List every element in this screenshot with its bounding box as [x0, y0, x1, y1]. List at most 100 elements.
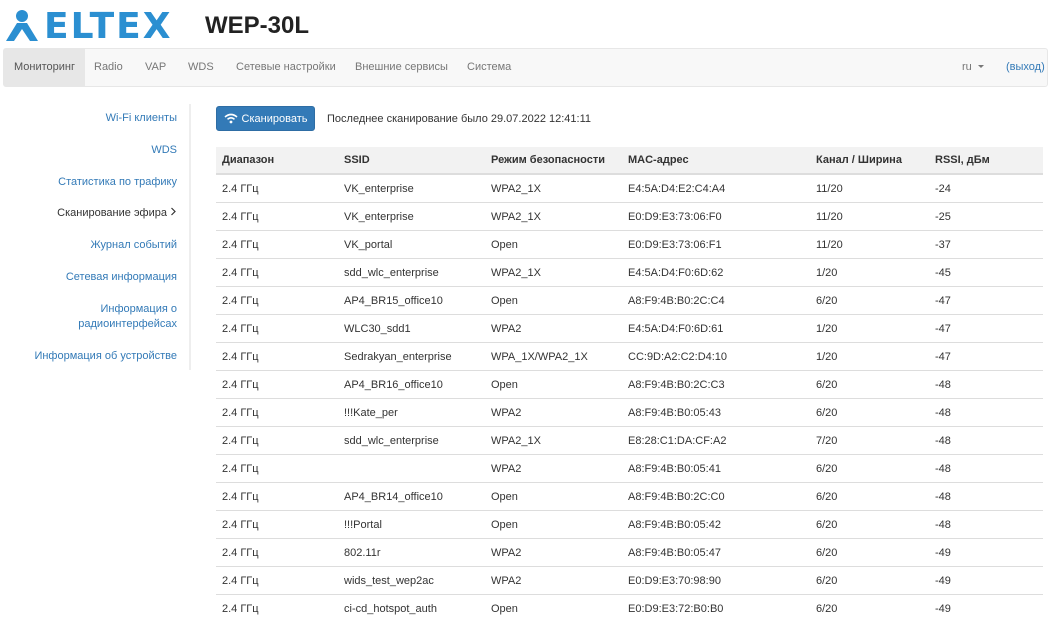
sidebar-item[interactable]: Информация о радиоинтерфейсах	[57, 302, 177, 332]
sidebar-item[interactable]: WDS	[7, 143, 177, 158]
language-label: ru	[962, 61, 972, 73]
table-cell: VK_enterprise	[338, 173, 485, 203]
table-cell: 2.4 ГГц	[216, 566, 338, 595]
table-cell: 6/20	[810, 538, 929, 567]
sidebar-item[interactable]: Сетевая информация	[7, 270, 177, 285]
table-cell: A8:F9:4B:B0:05:41	[622, 454, 810, 483]
sidebar-item[interactable]: Информация об устройстве	[7, 349, 177, 364]
table-cell: VK_portal	[338, 230, 485, 259]
sidebar-item[interactable]: Журнал событий	[7, 238, 177, 253]
table-cell: WPA2	[485, 314, 622, 343]
table-row: 2.4 ГГц !!!Portal Open A8:F9:4B:B0:05:42 6/2…	[216, 510, 1043, 539]
table-cell: sdd_wlc_enterprise	[338, 426, 485, 455]
sidebar-item[interactable]: Статистика по трафику	[7, 175, 177, 190]
wifi-icon	[224, 113, 238, 124]
table-cell: E0:D9:E3:73:06:F0	[622, 202, 810, 231]
table-cell: 11/20	[810, 173, 929, 203]
table-cell: WPA2	[485, 566, 622, 595]
table-cell: 2.4 ГГц	[216, 594, 338, 622]
scan-button[interactable]: Сканировать	[216, 106, 315, 131]
table-cell: 6/20	[810, 594, 929, 622]
navbar: Мониторинг Radio VAP WDS Сетевые настройки Вн…	[3, 48, 1048, 87]
nav-item[interactable]: Внешние сервисы	[355, 61, 448, 73]
table-cell: -25	[929, 202, 1043, 231]
column-header: Режим безопасности	[485, 147, 622, 175]
table-cell: 1/20	[810, 314, 929, 343]
table-cell: 6/20	[810, 286, 929, 315]
table-cell: E0:D9:E3:70:98:90	[622, 566, 810, 595]
language-menu[interactable]: ru	[952, 49, 996, 86]
table-cell: 1/20	[810, 342, 929, 371]
table-cell: WPA2	[485, 398, 622, 427]
table-cell: Open	[485, 510, 622, 539]
nav-item[interactable]: WDS	[188, 61, 214, 73]
table-cell: 2.4 ГГц	[216, 230, 338, 259]
table-cell: 2.4 ГГц	[216, 173, 338, 203]
table-cell: -49	[929, 594, 1043, 622]
logout-link[interactable]: (выход)	[1006, 61, 1045, 73]
table-row: 2.4 ГГц AP4_BR15_office10 Open A8:F9:4B:B0:…	[216, 286, 1043, 315]
last-scan-info: Последнее сканирование было 29.07.2022 1…	[327, 113, 591, 125]
nav-item[interactable]: Система	[467, 61, 512, 73]
nav-item[interactable]: Мониторинг	[4, 49, 86, 86]
table-row: 2.4 ГГц sdd_wlc_enterprise WPA2_1X E8:28:C1…	[216, 426, 1043, 455]
table-cell: Open	[485, 482, 622, 511]
caret-icon	[977, 65, 984, 68]
table-cell: A8:F9:4B:B0:2C:C3	[622, 370, 810, 399]
logo-text: ELTEX	[44, 5, 173, 47]
sidebar-item-label: Сетевая информация	[65, 271, 177, 283]
table-cell: WPA2	[485, 538, 622, 567]
logo[interactable]: ELTEX	[4, 5, 173, 47]
device-model: WEP-30L	[205, 12, 310, 39]
table-cell: 6/20	[810, 566, 929, 595]
table-body: 2.4 ГГц VK_enterprise WPA2_1X E4:5A:D4:E2:C…	[216, 173, 1043, 622]
table-cell: -48	[929, 454, 1043, 483]
column-header: SSID	[338, 147, 485, 175]
sidebar-item-label: Статистика по трафику	[58, 176, 177, 188]
table-cell: 2.4 ГГц	[216, 510, 338, 539]
table-cell: 2.4 ГГц	[216, 398, 338, 427]
table-cell: E8:28:C1:DA:CF:A2	[622, 426, 810, 455]
table-cell: 2.4 ГГц	[216, 202, 338, 231]
scan-table: Диапазон SSID Режим безопасности MAC-адрес К…	[216, 147, 1043, 622]
table-row: 2.4 ГГц sdd_wlc_enterprise WPA2_1X E4:5A:D4…	[216, 258, 1043, 287]
sidebar-item-label: Wi-Fi клиенты	[105, 112, 177, 124]
table-cell: -24	[929, 173, 1043, 203]
table-cell: 2.4 ГГц	[216, 258, 338, 287]
table-cell: WLC30_sdd1	[338, 314, 485, 343]
table-cell: !!!Portal	[338, 510, 485, 539]
sidebar-item[interactable]: Wi-Fi клиенты	[7, 111, 177, 126]
nav-item[interactable]: Сетевые настройки	[236, 61, 336, 73]
table-row: 2.4 ГГц VK_portal Open E0:D9:E3:73:06:F1 11/…	[216, 230, 1043, 259]
nav-item[interactable]: VAP	[145, 61, 167, 73]
table-cell: WPA_1X/WPA2_1X	[485, 342, 622, 371]
table-cell: -48	[929, 370, 1043, 399]
table-cell: 2.4 ГГц	[216, 454, 338, 483]
table-row: 2.4 ГГц Sedrakyan_enterprise WPA_1X/WPA2_1…	[216, 342, 1043, 371]
sidebar-item-label: Сканирование эфира	[57, 207, 167, 219]
table-cell: 1/20	[810, 258, 929, 287]
table-cell: WPA2	[485, 454, 622, 483]
table-cell: 2.4 ГГц	[216, 426, 338, 455]
table-head: Диапазон SSID Режим безопасности MAC-адрес К…	[216, 147, 1043, 175]
table-row: 2.4 ГГц VK_enterprise WPA2_1X E4:5A:D4:E2:C…	[216, 173, 1043, 203]
table-row: 2.4 ГГц VK_enterprise WPA2_1X E0:D9:E3:73:0…	[216, 202, 1043, 231]
table-cell: 11/20	[810, 230, 929, 259]
table-cell: 6/20	[810, 454, 929, 483]
sidebar-item[interactable]: Сканирование эфира	[7, 206, 177, 221]
column-header: Диапазон	[216, 147, 338, 175]
table-cell: !!!Kate_per	[338, 398, 485, 427]
table-cell	[338, 454, 485, 483]
table-cell: AP4_BR14_office10	[338, 482, 485, 511]
table-cell: 6/20	[810, 370, 929, 399]
table-cell: -48	[929, 510, 1043, 539]
nav-item[interactable]: Radio	[94, 61, 123, 73]
table-cell: A8:F9:4B:B0:2C:C4	[622, 286, 810, 315]
table-row: 2.4 ГГц 802.11r WPA2 A8:F9:4B:B0:05:47 6/20-…	[216, 538, 1043, 567]
table-row: 2.4 ГГц AP4_BR14_office10 Open A8:F9:4B:B0:…	[216, 482, 1043, 511]
table-cell: Open	[485, 594, 622, 622]
table-cell: ci-cd_hotspot_auth	[338, 594, 485, 622]
table-row: 2.4 ГГц !!!Kate_per WPA2 A8:F9:4B:B0:05:43 6…	[216, 398, 1043, 427]
table-cell: E0:D9:E3:72:B0:B0	[622, 594, 810, 622]
